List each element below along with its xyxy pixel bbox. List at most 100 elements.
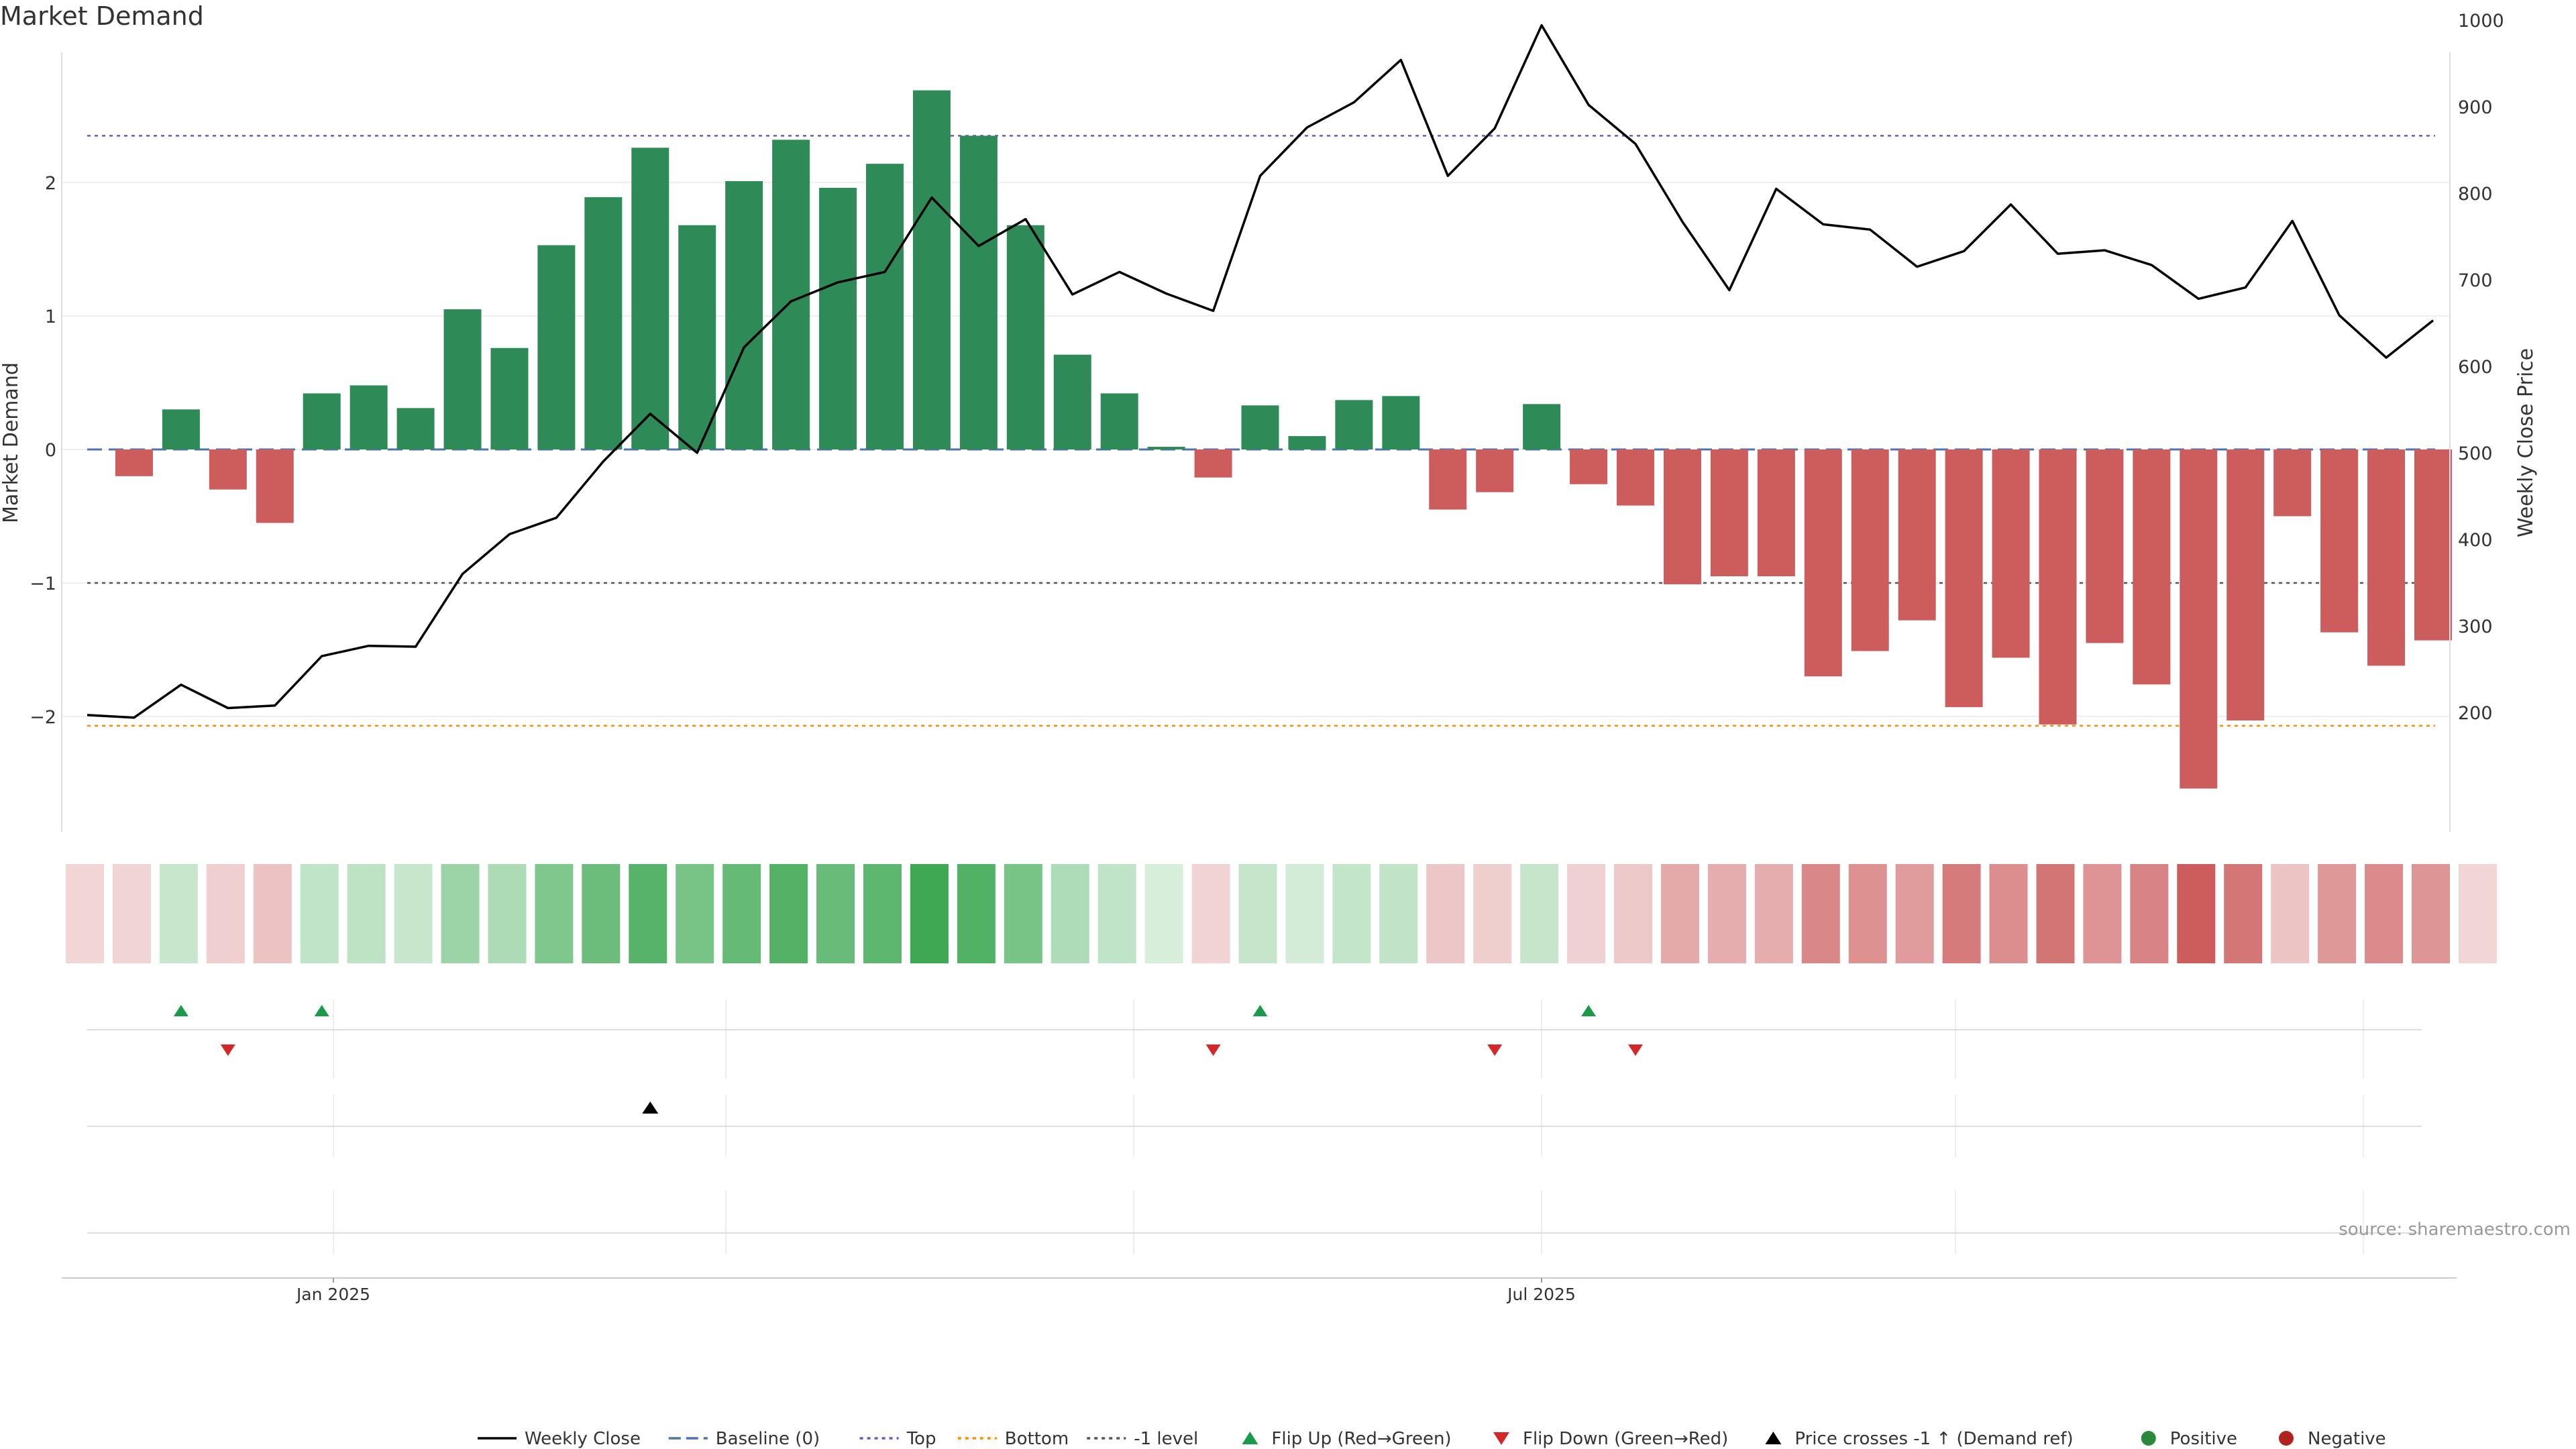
heat-cell (1754, 864, 1793, 963)
demand-bar (678, 225, 716, 449)
heat-cell (1660, 864, 1699, 963)
heat-cell (112, 864, 151, 963)
y2-tick-label: 300 (2458, 616, 2493, 637)
demand-bar (115, 449, 153, 476)
x-tick-label: Jul 2025 (1506, 1285, 1576, 1304)
demand-bar (1382, 396, 1420, 449)
demand-bar (1476, 449, 1514, 492)
legend-swatch (2279, 1431, 2294, 1446)
demand-bar (396, 408, 435, 449)
demand-bar (1288, 436, 1326, 449)
y-tick-label: 2 (45, 173, 56, 194)
heat-cell (676, 864, 714, 963)
flip-up-marker (1581, 1005, 1597, 1016)
demand-bar (443, 309, 482, 449)
demand-bar (1429, 449, 1467, 510)
heat-cell (2036, 864, 2075, 963)
y2-tick-label: 400 (2458, 530, 2493, 551)
heat-cell (1004, 864, 1042, 963)
y2-tick-label: 500 (2458, 443, 2493, 464)
flip-down-marker (220, 1044, 235, 1056)
heat-cell (2458, 864, 2497, 963)
legend-swatch (2141, 1431, 2156, 1446)
demand-bar (1710, 449, 1748, 577)
demand-bar (256, 449, 294, 523)
legend-label: Flip Up (Red→Green) (1271, 1429, 1451, 1449)
flip-down-marker (1628, 1044, 1644, 1056)
legend-label: Top (906, 1429, 936, 1449)
heat-cell (910, 864, 949, 963)
demand-bar (912, 90, 951, 449)
demand-bar (772, 140, 810, 449)
heat-cell (66, 864, 104, 963)
heat-cell (1614, 864, 1653, 963)
heat-cell (300, 864, 339, 963)
y2-tick-label: 700 (2458, 270, 2493, 291)
heat-cell (1989, 864, 2028, 963)
legend-label: Weekly Close (525, 1429, 641, 1449)
chart-title: Market Demand (0, 1, 204, 31)
demand-bar (1617, 449, 1655, 506)
demand-bar (1804, 449, 1842, 677)
demand-bar (1147, 447, 1185, 449)
heat-cell (2177, 864, 2216, 963)
heat-cell (1144, 864, 1183, 963)
demand-bar (2367, 449, 2406, 666)
heat-cell (206, 864, 245, 963)
heat-cell (1848, 864, 1887, 963)
flip-up-marker (1252, 1005, 1268, 1016)
heat-cell (1238, 864, 1277, 963)
demand-bar (1335, 400, 1373, 449)
heat-cell (1426, 864, 1465, 963)
x-tick-label: Jan 2025 (295, 1285, 370, 1304)
demand-bar (1053, 354, 1091, 449)
heat-cell (582, 864, 621, 963)
y-tick-label: 1 (45, 307, 56, 327)
demand-bar (1757, 449, 1795, 577)
legend-label: Negative (2308, 1429, 2386, 1449)
y2-tick-label: 1000 (2458, 11, 2504, 32)
heat-cell (1051, 864, 1089, 963)
heat-cell (2224, 864, 2263, 963)
demand-bar (162, 409, 200, 449)
y-tick-label: 0 (45, 440, 56, 461)
demand-bar (725, 181, 763, 449)
y2-tick-label: 900 (2458, 97, 2493, 118)
demand-bar (303, 393, 341, 449)
heat-cell (347, 864, 386, 963)
source-note: source: sharemaestro.com (2339, 1220, 2571, 1240)
heat-cell (769, 864, 808, 963)
y-axis-label: Market Demand (0, 362, 23, 523)
legend-label: Bottom (1005, 1429, 1069, 1449)
demand-bar (350, 385, 388, 449)
demand-bar (1100, 393, 1138, 449)
demand-bar (1992, 449, 2030, 658)
y2-tick-label: 800 (2458, 184, 2493, 205)
heat-cell (1801, 864, 1840, 963)
demand-bar (2039, 449, 2077, 724)
heat-cell (629, 864, 667, 963)
demand-bar (2273, 449, 2312, 517)
heat-cell (1332, 864, 1371, 963)
heat-cell (2271, 864, 2310, 963)
heat-cell (2130, 864, 2169, 963)
legend-label: Positive (2170, 1429, 2237, 1449)
heat-cell (722, 864, 761, 963)
demand-bar (584, 197, 623, 449)
demand-bar (2086, 449, 2124, 643)
price-cross-marker (642, 1102, 659, 1114)
heat-cell (1097, 864, 1136, 963)
y2-tick-label: 200 (2458, 703, 2493, 724)
demand-bar (1851, 449, 1889, 651)
y-tick-label: −2 (30, 707, 56, 728)
demand-bar (2226, 449, 2265, 720)
demand-bar (2180, 449, 2218, 789)
demand-bar (865, 164, 904, 449)
y2-axis-label: Weekly Close Price (2514, 348, 2538, 537)
legend-swatch (1765, 1432, 1782, 1444)
demand-bar (1241, 405, 1279, 449)
heat-cell (1473, 864, 1512, 963)
heat-cell (535, 864, 574, 963)
legend-label: -1 level (1134, 1429, 1198, 1449)
